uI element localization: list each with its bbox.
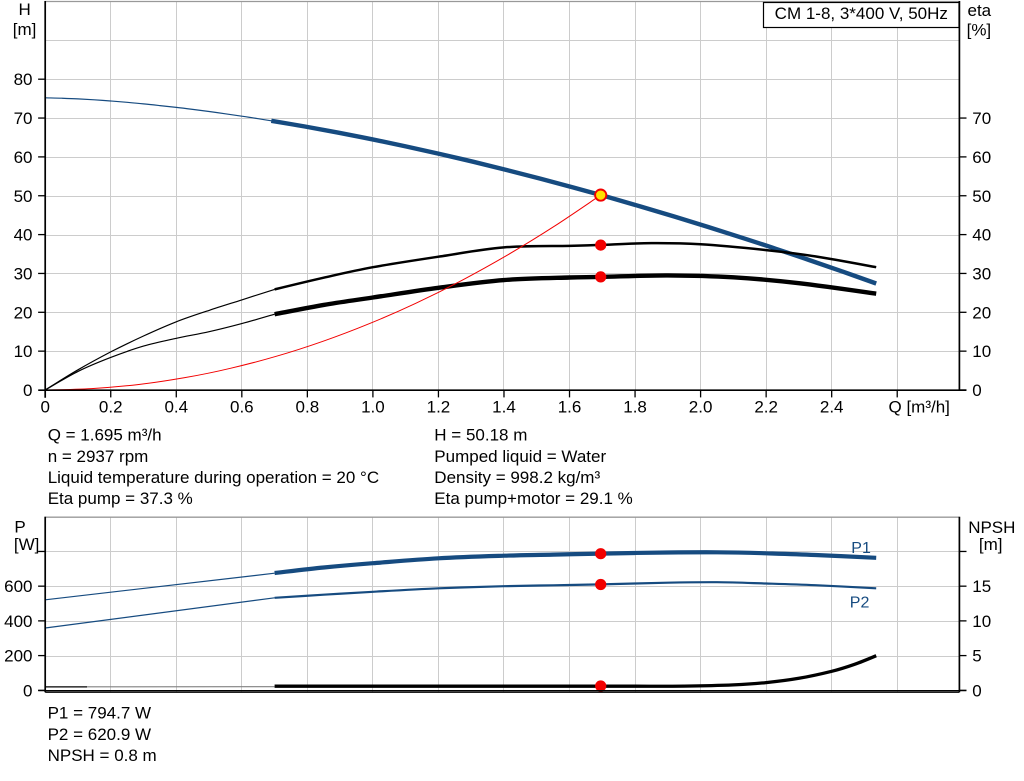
svg-text:0.8: 0.8 xyxy=(296,398,320,417)
svg-text:P1 = 794.7 W: P1 = 794.7 W xyxy=(48,704,151,723)
svg-text:Pumped liquid = Water: Pumped liquid = Water xyxy=(434,447,606,466)
svg-text:2.4: 2.4 xyxy=(820,398,844,417)
svg-text:2.2: 2.2 xyxy=(754,398,778,417)
svg-text:P2: P2 xyxy=(850,595,870,612)
svg-text:40: 40 xyxy=(972,226,991,245)
svg-text:60: 60 xyxy=(14,148,33,167)
svg-text:P1: P1 xyxy=(851,540,871,557)
svg-text:60: 60 xyxy=(972,148,991,167)
svg-text:0.4: 0.4 xyxy=(164,398,188,417)
svg-text:1.6: 1.6 xyxy=(558,398,582,417)
svg-text:40: 40 xyxy=(14,226,33,245)
svg-text:Q = 1.695 m³/h: Q = 1.695 m³/h xyxy=(48,426,162,445)
svg-text:Density = 998.2 kg/m³: Density = 998.2 kg/m³ xyxy=(434,468,600,487)
svg-text:20: 20 xyxy=(972,303,991,322)
svg-text:P: P xyxy=(14,518,25,537)
svg-text:H = 50.18 m: H = 50.18 m xyxy=(434,426,527,445)
svg-text:NPSH: NPSH xyxy=(968,518,1015,537)
svg-text:400: 400 xyxy=(4,612,32,631)
svg-text:50: 50 xyxy=(14,187,33,206)
svg-text:0: 0 xyxy=(40,398,49,417)
svg-text:80: 80 xyxy=(14,70,33,89)
svg-text:0: 0 xyxy=(23,681,32,700)
svg-text:600: 600 xyxy=(4,577,32,596)
svg-text:0: 0 xyxy=(972,681,981,700)
svg-text:1.2: 1.2 xyxy=(427,398,451,417)
svg-text:2.0: 2.0 xyxy=(689,398,713,417)
svg-text:50: 50 xyxy=(972,187,991,206)
svg-text:0: 0 xyxy=(23,381,32,400)
svg-text:5: 5 xyxy=(972,647,981,666)
svg-text:0.6: 0.6 xyxy=(230,398,254,417)
svg-text:20: 20 xyxy=(14,303,33,322)
svg-text:NPSH = 0.8 m: NPSH = 0.8 m xyxy=(48,746,157,765)
svg-text:[m]: [m] xyxy=(13,20,37,39)
svg-text:30: 30 xyxy=(14,264,33,283)
svg-text:70: 70 xyxy=(14,109,33,128)
svg-text:CM 1-8, 3*400 V, 50Hz: CM 1-8, 3*400 V, 50Hz xyxy=(775,4,948,23)
svg-text:Eta pump = 37.3 %: Eta pump = 37.3 % xyxy=(48,489,193,508)
svg-text:15: 15 xyxy=(972,577,991,596)
svg-text:[W]: [W] xyxy=(14,535,40,554)
svg-text:0: 0 xyxy=(972,381,981,400)
svg-text:[m]: [m] xyxy=(979,535,1003,554)
svg-text:10: 10 xyxy=(972,612,991,631)
svg-text:0.2: 0.2 xyxy=(99,398,123,417)
svg-text:1.8: 1.8 xyxy=(623,398,647,417)
svg-text:Liquid temperature during oper: Liquid temperature during operation = 20… xyxy=(48,468,379,487)
svg-text:70: 70 xyxy=(972,109,991,128)
svg-text:P2 = 620.9 W: P2 = 620.9 W xyxy=(48,725,151,744)
svg-text:1.0: 1.0 xyxy=(361,398,385,417)
svg-text:30: 30 xyxy=(972,264,991,283)
svg-text:n = 2937 rpm: n = 2937 rpm xyxy=(48,447,149,466)
svg-text:1.4: 1.4 xyxy=(492,398,516,417)
svg-text:200: 200 xyxy=(4,647,32,666)
svg-text:eta: eta xyxy=(968,1,992,20)
svg-text:[%]: [%] xyxy=(967,20,992,39)
svg-text:10: 10 xyxy=(14,342,33,361)
svg-text:H: H xyxy=(18,0,30,19)
svg-text:Eta pump+motor = 29.1 %: Eta pump+motor = 29.1 % xyxy=(434,489,632,508)
svg-text:10: 10 xyxy=(972,342,991,361)
svg-text:Q [m³/h]: Q [m³/h] xyxy=(889,398,950,417)
